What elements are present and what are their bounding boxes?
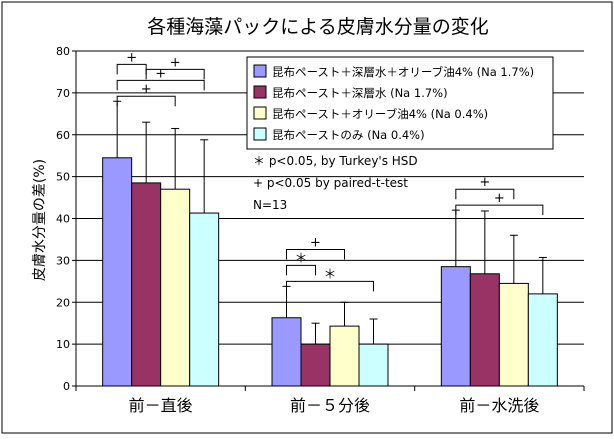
category-label: 前－直後 xyxy=(129,396,193,415)
significance-mark: + xyxy=(170,55,181,70)
y-tick-label: 20 xyxy=(56,296,70,309)
bar xyxy=(329,325,360,387)
bar xyxy=(102,157,133,387)
significance-brackets: +++ +＊＊+++ xyxy=(116,50,544,292)
y-axis-label: 皮膚水分量の差(%) xyxy=(32,159,48,281)
y-tick-label: 50 xyxy=(56,171,70,184)
legend-box xyxy=(246,56,554,150)
legend-label: 昆布ペースト＋深層水 (Na 1.7%) xyxy=(272,86,448,100)
significance-bracket xyxy=(286,280,374,292)
significance-mark: + xyxy=(494,191,505,206)
legend-swatch xyxy=(253,106,267,120)
legend-label: 昆布ペースト＋オリーブ油4% (Na 0.4%) xyxy=(272,107,488,121)
significance-mark: + xyxy=(479,175,490,190)
y-tick-label: 10 xyxy=(56,338,70,351)
legend-swatch xyxy=(253,64,267,78)
significance-bracket xyxy=(455,188,515,200)
legend-label: 昆布ペーストのみ (Na 0.4%) xyxy=(272,128,425,142)
note-line: N=13 xyxy=(253,198,287,212)
bar xyxy=(469,273,500,387)
bar xyxy=(189,212,220,387)
significance-bracket xyxy=(455,204,544,216)
error-bars xyxy=(113,100,547,345)
x-axis: 前－直後 前－５分後 前－水洗後 xyxy=(75,385,585,415)
legend-label: 昆布ペースト＋深層水＋オリーブ油4% (Na 1.7%) xyxy=(272,65,534,79)
bar xyxy=(527,293,558,387)
bar xyxy=(131,182,162,387)
bar xyxy=(271,317,302,387)
significance-bracket xyxy=(116,79,205,91)
significance-bracket xyxy=(145,68,205,80)
category-label: 前－水洗後 xyxy=(459,396,539,415)
significance-mark: + xyxy=(155,66,166,81)
bar xyxy=(498,282,529,387)
bar xyxy=(160,188,191,387)
significance-mark: + xyxy=(310,235,321,250)
significance-bracket xyxy=(286,264,316,276)
legend-swatch xyxy=(253,85,267,99)
category-label: 前－５分後 xyxy=(290,396,370,415)
significance-mark: ＊ xyxy=(294,251,307,266)
significance-mark: ＊ xyxy=(323,267,336,282)
y-tick-label: 70 xyxy=(56,87,70,100)
significance-mark: + xyxy=(141,82,152,97)
bars xyxy=(102,157,558,387)
note-line: ＊ p<0.05, by Turkey's HSD xyxy=(253,154,418,168)
y-tick-label: 0 xyxy=(63,380,70,393)
significance-mark: + xyxy=(126,50,137,65)
significance-bracket xyxy=(116,95,176,107)
bar xyxy=(300,343,331,387)
y-tick-label: 30 xyxy=(56,254,70,267)
legend: 昆布ペースト＋深層水＋オリーブ油4% (Na 1.7%) 昆布ペースト＋深層水 (… xyxy=(246,56,554,150)
note-line: + p<0.05 by paired-t-test xyxy=(253,176,408,190)
significance-bracket xyxy=(286,248,345,260)
chart-title: 各種海藻パックによる皮膚水分量の変化 xyxy=(147,16,488,38)
y-tick-label: 40 xyxy=(56,213,70,226)
statistics-notes: ＊ p<0.05, by Turkey's HSD + p<0.05 by pai… xyxy=(253,154,418,212)
y-tick-label: 60 xyxy=(56,129,70,142)
y-tick-label: 80 xyxy=(56,45,70,58)
y-axis: 0 10 20 30 40 50 60 70 80 xyxy=(56,45,77,393)
bar xyxy=(440,266,471,387)
bar xyxy=(358,343,389,387)
legend-swatch xyxy=(253,127,267,141)
